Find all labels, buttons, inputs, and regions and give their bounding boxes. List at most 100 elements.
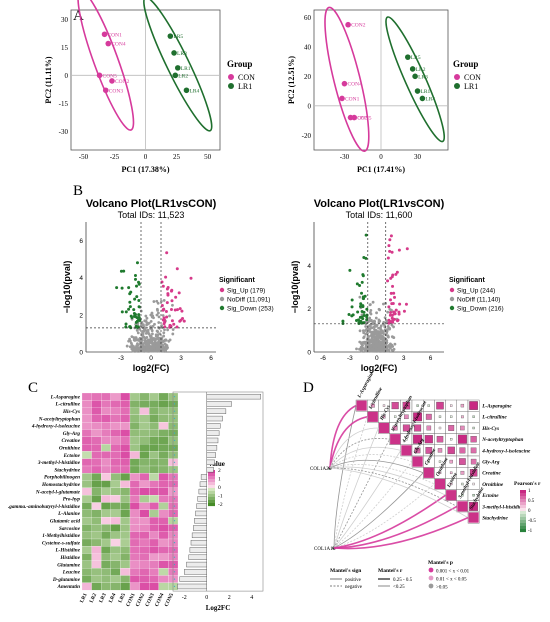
heatmap-cell xyxy=(110,407,121,416)
heatmap-row-label: D-glutamine xyxy=(52,577,81,583)
sig-up-point xyxy=(165,315,169,319)
nodiff-point xyxy=(153,341,157,345)
nodiff-point xyxy=(370,347,374,351)
heatmap-cell xyxy=(139,444,150,452)
sig-up-point xyxy=(164,309,168,313)
correlation-square xyxy=(460,470,465,475)
nodiff-point xyxy=(142,324,145,328)
gene-label: COL1A2 xyxy=(310,467,329,472)
colorbar-segment xyxy=(520,493,526,497)
nodiff-point xyxy=(148,345,152,349)
sig-down-point xyxy=(348,268,352,272)
sig-up-point xyxy=(164,275,168,279)
heatmap-cell xyxy=(149,473,159,481)
point-label: LR3 xyxy=(418,74,428,80)
heatmap-cell xyxy=(149,392,159,401)
heatmap-cell xyxy=(120,429,131,437)
nodiff-point xyxy=(368,311,372,315)
heatmap-cell xyxy=(91,546,102,554)
correlation-square xyxy=(438,460,442,463)
heatmap-cell xyxy=(158,400,169,408)
heatmap-cell xyxy=(110,524,121,532)
heatmap-cell xyxy=(81,480,92,489)
pca-point xyxy=(351,114,358,121)
heatmap-cell xyxy=(129,407,140,416)
heatmap-row-label: 1-Methylhistidine xyxy=(42,533,80,539)
heatmap-cell xyxy=(101,568,111,576)
heatmap-cell xyxy=(91,509,102,518)
correlation-square xyxy=(438,415,442,418)
heatmap-cell xyxy=(91,451,102,459)
colorbar-segment xyxy=(520,520,526,524)
heatmap-cell xyxy=(110,444,121,452)
sig-down-point xyxy=(360,309,364,313)
confidence-ellipse xyxy=(143,0,213,132)
nodiff-point xyxy=(155,313,159,317)
colorbar-segment xyxy=(520,517,526,521)
pca-point xyxy=(341,80,348,87)
y-axis-label: PC2 (12.51%) xyxy=(287,56,296,104)
mantel-link xyxy=(329,446,401,469)
nodiff-point xyxy=(383,328,387,332)
sig-up-point xyxy=(392,312,396,316)
y-tick-label: 0 xyxy=(79,350,83,357)
heatmap-cell xyxy=(101,429,111,437)
log2fc-bar-chart: -2 0 2 4 Log2FC xyxy=(172,391,264,612)
y-tick-label: 60 xyxy=(304,14,312,22)
sig-down-point xyxy=(133,297,137,301)
heatmap-cell xyxy=(129,451,140,459)
heatmap-cell xyxy=(101,531,111,540)
volcano-title: Volcano Plot(LR1vsCON) xyxy=(86,198,217,210)
correlation-square xyxy=(461,494,464,497)
correlation-square xyxy=(413,412,422,422)
x-tick-label: 25 xyxy=(173,153,181,161)
sig-up-point xyxy=(161,284,165,288)
heatmap-cell xyxy=(101,480,111,489)
point-label: LR1 xyxy=(181,66,191,72)
sig-up-point xyxy=(189,276,193,280)
metabolite-row-label: L-Asparagine xyxy=(481,404,512,410)
sig-up-point xyxy=(395,270,399,274)
nodiff-point xyxy=(128,337,131,341)
x-axis-label: PC1 (17.41%) xyxy=(357,165,405,174)
heatmap-row-label: Ectoine xyxy=(63,453,81,459)
sig-up-point xyxy=(162,307,166,311)
sig-up-point xyxy=(175,267,179,271)
heatmap-cell xyxy=(158,473,169,481)
heatmap-cell xyxy=(149,465,159,474)
x-tick-label: -25 xyxy=(110,153,120,161)
nodiff-point xyxy=(168,314,171,318)
heatmap-cell xyxy=(120,400,131,408)
heatmap-row-label: .gamma.-aminobutyryl-l-histidine xyxy=(8,504,81,510)
sig-up-point xyxy=(387,244,391,248)
sig-up-point xyxy=(169,308,173,312)
colorbar-tick: 0 xyxy=(528,509,531,514)
nodiff-point xyxy=(160,324,163,327)
nodiff-point xyxy=(388,345,392,349)
correlation-square xyxy=(427,460,430,463)
heatmap-cell xyxy=(91,465,102,474)
nodiff-point xyxy=(145,316,149,320)
heatmap-cell xyxy=(110,414,121,423)
sig-down-point xyxy=(128,305,132,309)
mantel-correlation-plot: L-AsparagineL-AsparagineL-citrullineL-ci… xyxy=(310,371,541,591)
heatmap-cell xyxy=(101,451,111,459)
heatmap-cell xyxy=(81,429,92,437)
nodiff-point xyxy=(136,343,140,347)
nodiff-point xyxy=(156,342,160,346)
heatmap-cell xyxy=(81,531,92,540)
correlation-square xyxy=(450,415,453,418)
heatmap-cell xyxy=(81,502,92,510)
sig-down-point xyxy=(127,286,131,290)
pca-point xyxy=(102,87,109,94)
heatmap-cell xyxy=(91,392,102,401)
correlation-square xyxy=(405,438,408,441)
x-tick-label: 0 xyxy=(375,355,379,362)
pca-point xyxy=(409,66,416,72)
y-tick-label: -30 xyxy=(59,128,69,136)
heatmap-cell xyxy=(139,407,150,416)
nodiff-point xyxy=(150,311,154,315)
heatmap-cell xyxy=(129,422,140,430)
row-guide-dot xyxy=(173,490,176,493)
